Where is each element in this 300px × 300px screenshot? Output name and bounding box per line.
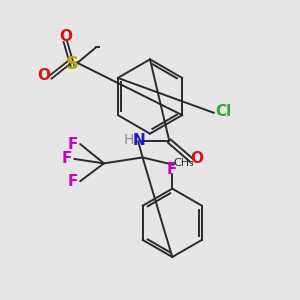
Text: S: S — [66, 55, 79, 73]
Text: CH₃: CH₃ — [174, 158, 195, 168]
Text: F: F — [68, 174, 78, 189]
Text: O: O — [38, 68, 50, 83]
Text: H: H — [124, 133, 134, 147]
Text: Cl: Cl — [216, 104, 232, 119]
Text: F: F — [61, 152, 72, 166]
Text: O: O — [59, 29, 72, 44]
Text: F: F — [68, 136, 78, 152]
Text: O: O — [190, 151, 203, 166]
Text: N: N — [132, 133, 145, 148]
Text: F: F — [167, 162, 178, 177]
